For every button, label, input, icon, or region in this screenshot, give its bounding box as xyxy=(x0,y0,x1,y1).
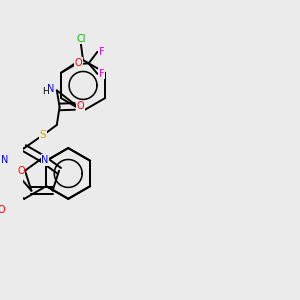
Text: O: O xyxy=(75,58,82,68)
Text: O: O xyxy=(76,101,84,111)
Text: O: O xyxy=(0,205,5,215)
Text: Cl: Cl xyxy=(76,34,86,44)
Text: F: F xyxy=(99,47,105,57)
Text: F: F xyxy=(99,69,105,79)
Text: S: S xyxy=(40,130,46,140)
Text: N: N xyxy=(1,155,8,165)
Text: N: N xyxy=(41,155,49,165)
Text: N: N xyxy=(47,84,54,94)
Text: O: O xyxy=(17,166,25,176)
Text: H: H xyxy=(42,87,49,96)
